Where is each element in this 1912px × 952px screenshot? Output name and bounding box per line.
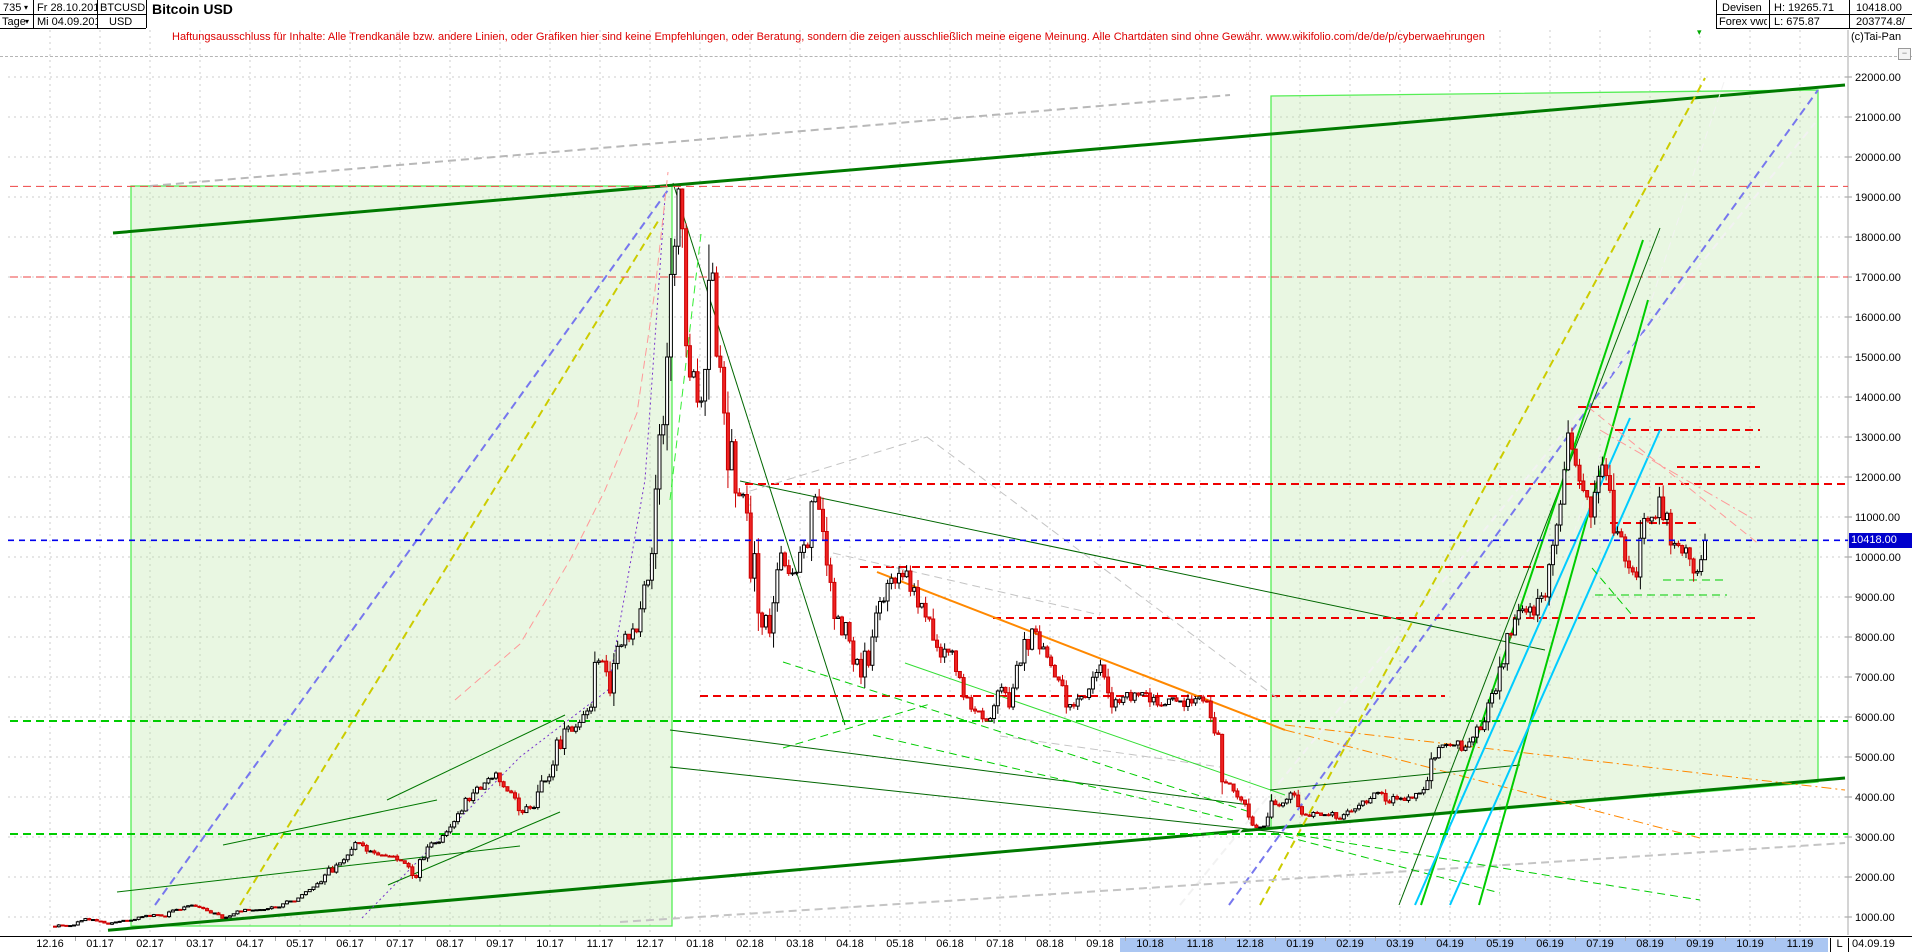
month-label: 03.17 [186,938,214,950]
last-price-value: 10418.00 [1856,2,1902,14]
svg-text:5000.00: 5000.00 [1855,752,1895,764]
svg-text:1000.00: 1000.00 [1855,912,1895,924]
month-label: 12.16 [36,938,64,950]
month-label: 03.19 [1386,938,1414,950]
symbol-field[interactable]: BTCUSD [100,2,146,14]
svg-text:16000.00: 16000.00 [1855,312,1901,324]
month-label: 09.19 [1686,938,1714,950]
month-label: 06.17 [336,938,364,950]
date-range-highlight [1120,938,1828,952]
svg-text:8000.00: 8000.00 [1855,632,1895,644]
high-value: H: 19265.71 [1774,2,1834,14]
month-label: 10.17 [536,938,564,950]
month-label: 09.18 [1086,938,1114,950]
month-label: 10.19 [1736,938,1764,950]
data-marker-icon: ▾ [1697,27,1702,37]
month-label: 05.19 [1486,938,1514,950]
month-label: 08.17 [436,938,464,950]
month-label: 08.19 [1636,938,1664,950]
month-label: 04.18 [836,938,864,950]
last-bar-marker: L [1830,938,1849,952]
month-label: 07.17 [386,938,414,950]
month-label: 12.17 [636,938,664,950]
current-price-tag: 10418.00 [1849,533,1912,548]
divider [0,14,146,15]
svg-text:17000.00: 17000.00 [1855,272,1901,284]
month-label: 02.17 [136,938,164,950]
month-label: 11.17 [586,938,614,950]
secondary-value: 203774.8/ [1856,16,1905,28]
month-label: 06.19 [1536,938,1564,950]
date-from-field[interactable]: Fr 28.10.2016 [37,2,97,14]
feed-label: Forex vwd [1719,16,1767,28]
period-dropdown[interactable]: Tage [2,16,26,28]
month-label: 07.19 [1586,938,1614,950]
divider [146,0,147,28]
svg-text:15000.00: 15000.00 [1855,352,1901,364]
month-label: 11.19 [1786,938,1814,950]
svg-text:20000.00: 20000.00 [1855,152,1901,164]
svg-text:21000.00: 21000.00 [1855,112,1901,124]
month-label: 07.18 [986,938,1014,950]
month-label: 05.17 [286,938,314,950]
period-dropdown-icon[interactable]: ▾ [25,17,30,26]
month-label: 12.18 [1236,938,1264,950]
svg-text:9000.00: 9000.00 [1855,592,1895,604]
chart-title: Bitcoin USD [152,2,233,16]
svg-text:12000.00: 12000.00 [1855,472,1901,484]
month-label: 02.19 [1336,938,1364,950]
svg-text:3000.00: 3000.00 [1855,832,1895,844]
month-label: 10.18 [1136,938,1164,950]
last-date-label: 04.09.19 [1852,938,1895,950]
collapse-box-icon[interactable]: − [1898,48,1911,60]
svg-text:7000.00: 7000.00 [1855,672,1895,684]
svg-text:11000.00: 11000.00 [1855,512,1900,524]
market-label: Devisen [1722,2,1762,14]
svg-text:14000.00: 14000.00 [1855,392,1901,404]
month-label: 08.18 [1036,938,1064,950]
disclaimer-text: Haftungsausschluss für Inhalte: Alle Tre… [172,31,1485,43]
month-label: 04.17 [236,938,264,950]
month-label: 01.17 [86,938,114,950]
month-label: 06.18 [936,938,964,950]
svg-text:6000.00: 6000.00 [1855,712,1895,724]
svg-text:13000.00: 13000.00 [1855,432,1901,444]
bars-count-dropdown[interactable]: 735 [3,2,22,14]
divider [1716,28,1912,29]
month-label: 11.18 [1186,938,1214,950]
time-axis: 12.16 01.17 02.17 03.17 04.17 05.17 06.17 07.17… [0,936,1912,952]
svg-text:18000.00: 18000.00 [1855,232,1901,244]
month-label: 02.18 [736,938,764,950]
month-label: 09.17 [486,938,514,950]
svg-text:2000.00: 2000.00 [1855,872,1895,884]
month-label: 05.18 [886,938,914,950]
svg-text:10000.00: 10000.00 [1855,552,1901,564]
currency-label: USD [109,16,133,28]
svg-text:22000.00: 22000.00 [1855,72,1901,84]
date-to-field[interactable]: Mi 04.09.2019 [37,16,97,28]
low-value: L: 675.87 [1774,16,1820,28]
header-separator [0,56,1912,57]
month-label: 01.19 [1286,938,1314,950]
bars-count-dropdown-icon[interactable]: ▾ [24,3,29,12]
copyright-label: (c)Tai-Pan [1851,31,1902,43]
svg-text:4000.00: 4000.00 [1855,792,1895,804]
divider [1716,14,1912,15]
svg-text:19000.00: 19000.00 [1855,192,1901,204]
month-label: 01.18 [686,938,714,950]
month-label: 03.18 [786,938,814,950]
divider [0,28,146,29]
month-label: 04.19 [1436,938,1464,950]
